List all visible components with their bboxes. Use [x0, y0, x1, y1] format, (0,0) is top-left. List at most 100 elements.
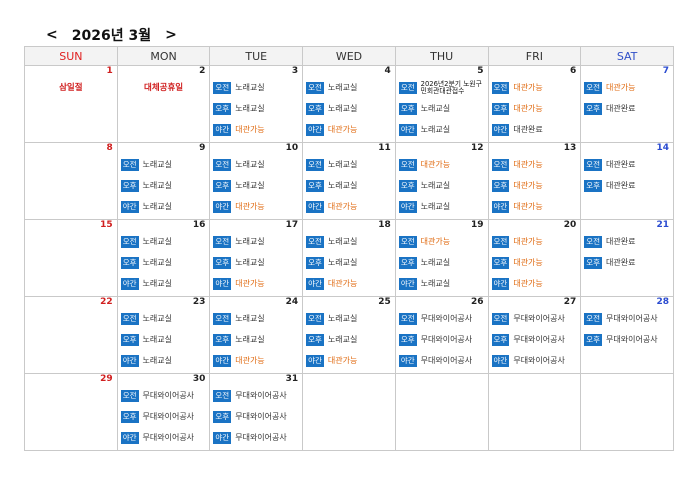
time-slot[interactable]: 야간 대관가능 — [210, 273, 302, 294]
time-slot[interactable]: 야간 대관가능 — [303, 119, 395, 140]
time-slot[interactable]: 오전 대관완료 — [581, 154, 673, 175]
day-number: 18 — [378, 220, 391, 230]
time-slot[interactable]: 야간 노래교실 — [396, 273, 488, 294]
time-slot[interactable]: 오전 무대와이어공사 — [210, 385, 302, 406]
time-slot[interactable]: 오전 대관완료 — [581, 231, 673, 252]
day-number: 29 — [100, 374, 113, 384]
time-slot[interactable]: 야간 무대와이어공사 — [489, 350, 581, 371]
time-slot[interactable]: 오후 노래교실 — [118, 252, 210, 273]
time-slot[interactable]: 오후 대관가능 — [489, 175, 581, 196]
time-slot[interactable]: 야간 대관완료 — [489, 119, 581, 140]
time-slot[interactable]: 야간 노래교실 — [118, 273, 210, 294]
time-slot[interactable]: 오전 무대와이어공사 — [489, 308, 581, 329]
time-slot[interactable]: 야간 대관가능 — [210, 119, 302, 140]
holiday-label: 삼일절 — [59, 83, 83, 93]
time-slot[interactable]: 야간 대관가능 — [210, 350, 302, 371]
day-number: 12 — [470, 143, 484, 153]
time-slot[interactable]: 오전 대관가능 — [489, 231, 581, 252]
time-slot[interactable]: 야간 대관가능 — [489, 273, 581, 294]
holiday-label: 대체공휴일 — [144, 83, 184, 93]
slot-status: 노래교실 — [327, 83, 358, 92]
time-slot[interactable]: 오전 무대와이어공사 — [396, 308, 488, 329]
time-slot[interactable]: 야간 대관가능 — [303, 273, 395, 294]
time-slot[interactable]: 오전 대관가능 — [581, 77, 673, 98]
time-slot[interactable]: 오후 대관가능 — [489, 252, 581, 273]
time-slot[interactable]: 오후 대관완료 — [581, 175, 673, 196]
time-slot[interactable]: 오전 무대와이어공사 — [581, 308, 673, 329]
slot-period-badge: 오후 — [491, 179, 510, 192]
slot-status: 노래교실 — [142, 335, 172, 344]
time-slot[interactable]: 오후 무대와이어공사 — [396, 329, 488, 350]
time-slot[interactable]: 오후 노래교실 — [210, 252, 302, 273]
weekday-fri: FRI — [487, 46, 582, 66]
day-cell: 30 오전 무대와이어공사 오후 무대와이어공사 야간 무대와이어공사 — [116, 373, 211, 451]
time-slot[interactable]: 오전 노래교실 — [210, 77, 302, 98]
time-slot[interactable]: 야간 대관가능 — [489, 196, 581, 217]
day-number: 4 — [384, 66, 391, 76]
slot-period-badge: 오전 — [584, 235, 603, 248]
time-slot[interactable]: 오전 노래교실 — [303, 154, 395, 175]
time-slot[interactable]: 오후 무대와이어공사 — [489, 329, 581, 350]
time-slot[interactable]: 야간 대관가능 — [303, 196, 395, 217]
time-slot[interactable]: 오후 노래교실 — [303, 98, 395, 119]
time-slot[interactable]: 오전 노래교실 — [210, 154, 302, 175]
slot-period-badge: 오후 — [398, 179, 417, 192]
slot-period-badge: 야간 — [306, 277, 324, 290]
time-slot[interactable]: 오후 노래교실 — [396, 252, 488, 273]
time-slot[interactable]: 오전 노래교실 — [303, 308, 395, 329]
slot-status: 무대와이어공사 — [142, 433, 195, 442]
slot-status: 대관완료 — [606, 258, 636, 267]
time-slot[interactable]: 오후 무대와이어공사 — [581, 329, 673, 350]
time-slot[interactable]: 오후 대관완료 — [581, 252, 673, 273]
day-number: 2 — [199, 66, 206, 76]
time-slot[interactable]: 오전 노래교실 — [210, 231, 302, 252]
time-slot[interactable]: 오후 노래교실 — [118, 175, 210, 196]
time-slot[interactable]: 오후 대관완료 — [581, 98, 673, 119]
time-slot[interactable]: 오후 노래교실 — [210, 98, 302, 119]
slot-status: 대관가능 — [513, 83, 543, 92]
time-slot[interactable]: 오전 대관가능 — [489, 77, 581, 98]
time-slot[interactable]: 오전 노래교실 — [210, 308, 302, 329]
time-slot[interactable]: 오후 무대와이어공사 — [118, 406, 210, 427]
time-slot[interactable]: 야간 노래교실 — [118, 196, 210, 217]
time-slot[interactable]: 오후 노래교실 — [396, 175, 488, 196]
time-slot[interactable]: 오전 대관가능 — [396, 154, 488, 175]
time-slot[interactable]: 야간 무대와이어공사 — [396, 350, 488, 371]
time-slot[interactable]: 오후 노래교실 — [118, 329, 210, 350]
next-month-button[interactable]: > — [165, 27, 177, 43]
time-slot[interactable]: 오후 노래교실 — [210, 329, 302, 350]
time-slot[interactable]: 오후 노래교실 — [303, 175, 395, 196]
time-slot[interactable]: 오후 노래교실 — [303, 252, 395, 273]
time-slot[interactable]: 오전 대관가능 — [396, 231, 488, 252]
week-row: 22 23 오전 노래교실 오후 노래교실 야간 노래교실 24 오전 노래교실 오후 노래교실 야간 대관… — [24, 296, 674, 374]
time-slot[interactable]: 오전 노래교실 — [118, 231, 210, 252]
slot-period-badge: 야간 — [120, 277, 139, 290]
time-slot[interactable]: 야간 무대와이어공사 — [118, 427, 210, 448]
time-slot[interactable]: 오전 노래교실 — [118, 154, 210, 175]
slot-period-badge: 야간 — [398, 123, 417, 136]
time-slot[interactable]: 오후 무대와이어공사 — [210, 406, 302, 427]
prev-month-button[interactable]: < — [46, 27, 58, 43]
time-slot[interactable]: 오전 무대와이어공사 — [118, 385, 210, 406]
time-slot[interactable]: 오후 노래교실 — [303, 329, 395, 350]
day-number: 30 — [192, 374, 206, 384]
time-slot[interactable]: 야간 대관가능 — [303, 350, 395, 371]
time-slot[interactable]: 오전 2026년2분기 노원구민회관대관접수 — [396, 77, 488, 98]
time-slot[interactable]: 오후 대관가능 — [489, 98, 581, 119]
time-slot[interactable]: 야간 노래교실 — [118, 350, 210, 371]
slot-status: 대관가능 — [513, 104, 543, 113]
day-cell: 17 오전 노래교실 오후 노래교실 야간 대관가능 — [209, 219, 304, 297]
day-cell — [394, 373, 489, 451]
slot-status: 대관가능 — [327, 125, 358, 134]
time-slot[interactable]: 오전 노래교실 — [303, 231, 395, 252]
time-slot[interactable]: 오전 대관가능 — [489, 154, 581, 175]
time-slot[interactable]: 야간 대관가능 — [210, 196, 302, 217]
time-slot[interactable]: 야간 노래교실 — [396, 119, 488, 140]
time-slot[interactable]: 야간 노래교실 — [396, 196, 488, 217]
time-slot[interactable]: 오전 노래교실 — [303, 77, 395, 98]
time-slot[interactable]: 오전 노래교실 — [118, 308, 210, 329]
time-slot[interactable]: 오후 노래교실 — [396, 98, 488, 119]
time-slot[interactable]: 야간 무대와이어공사 — [210, 427, 302, 448]
time-slot[interactable]: 오후 노래교실 — [210, 175, 302, 196]
day-number: 16 — [192, 220, 206, 230]
